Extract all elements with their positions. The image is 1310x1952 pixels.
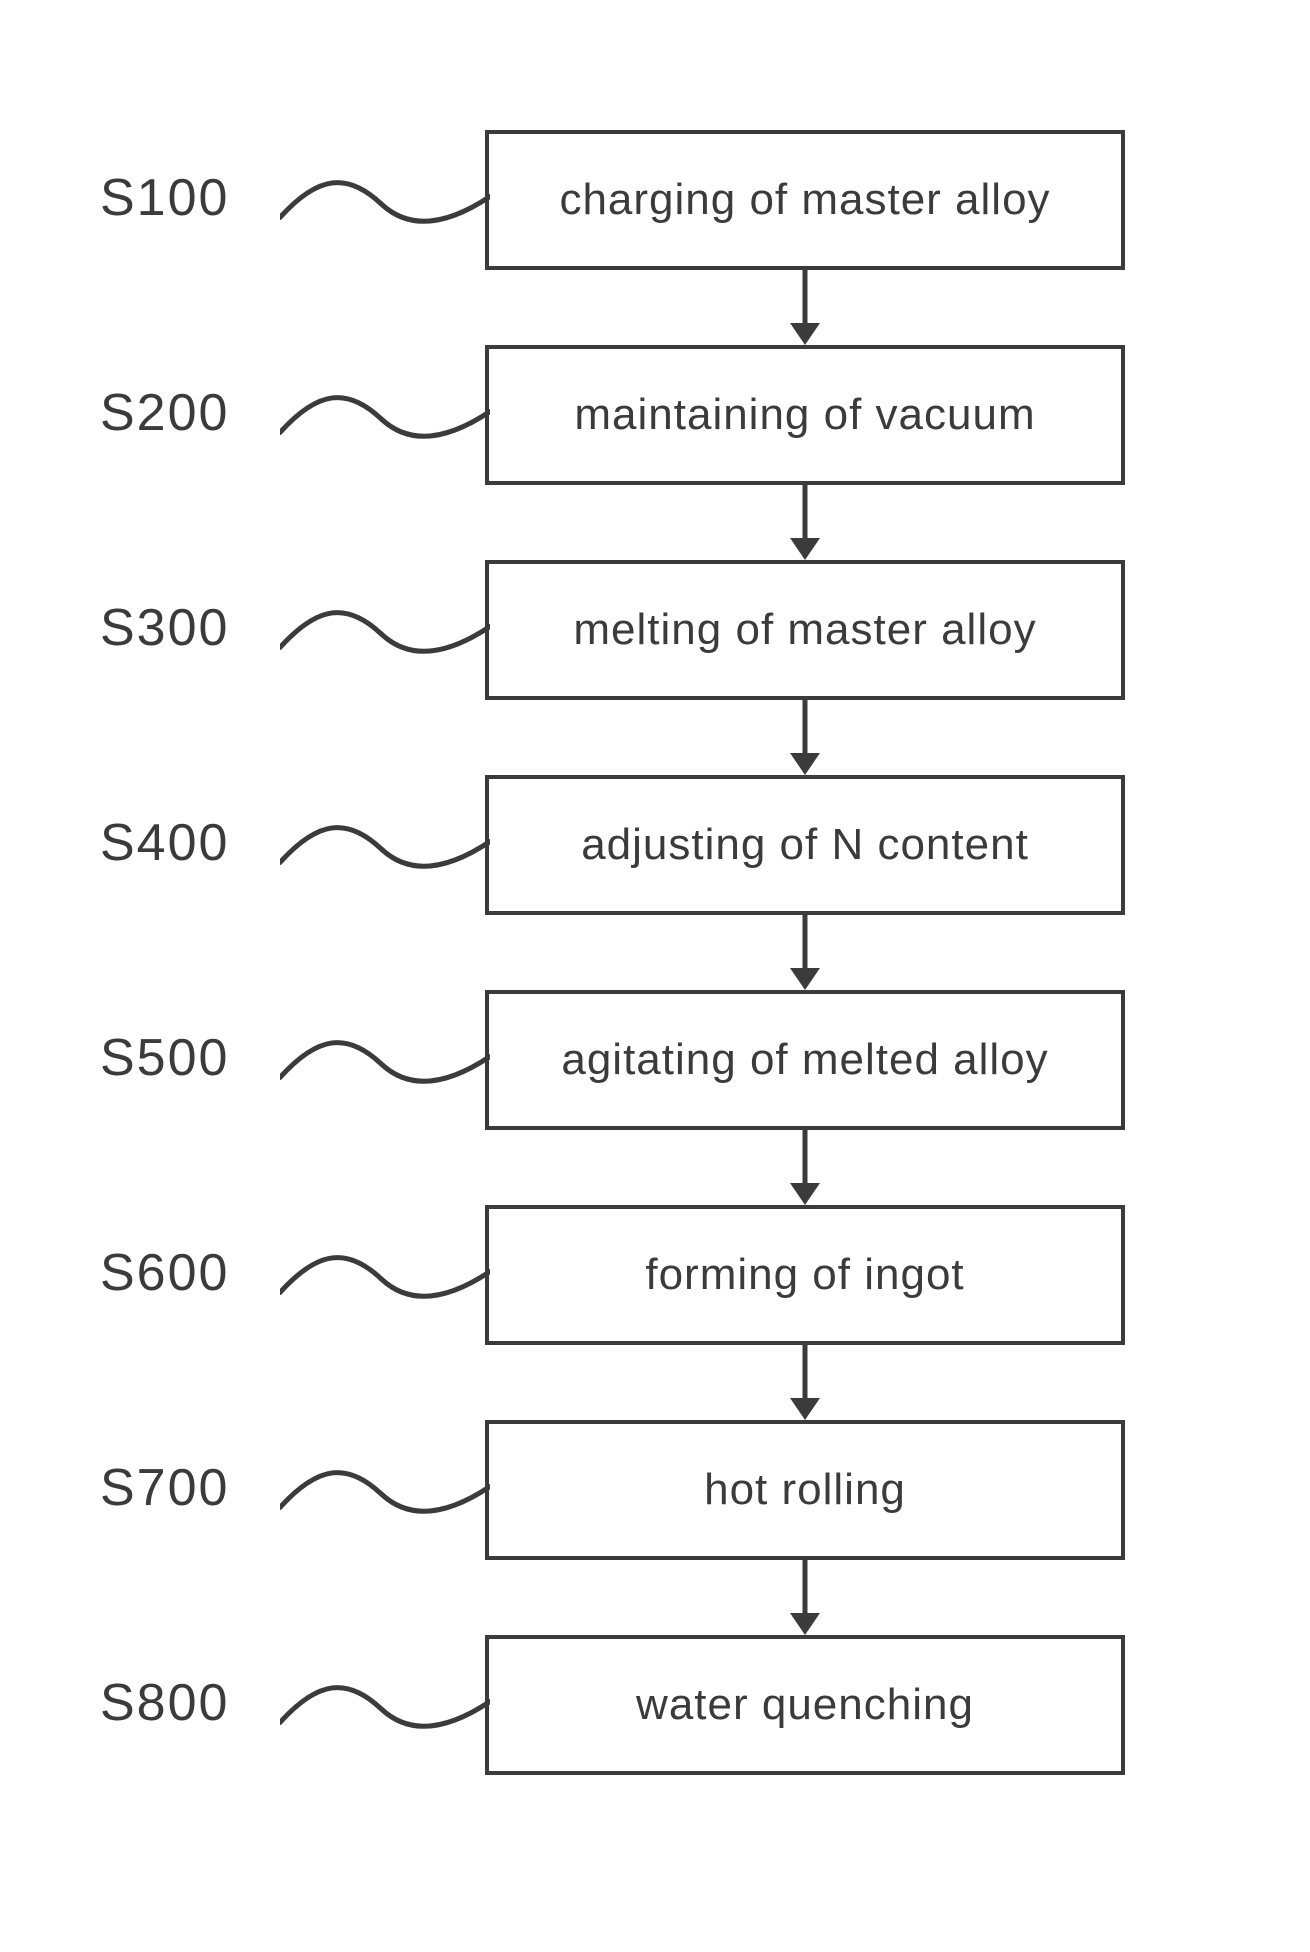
step-label: S300 <box>100 598 229 658</box>
step-label-text: S300 <box>100 599 229 657</box>
flow-arrow <box>780 915 830 990</box>
flow-arrow <box>780 485 830 560</box>
step-label: S100 <box>100 168 229 228</box>
step-box-text: charging of master alloy <box>559 175 1050 225</box>
step-box: melting of master alloy <box>485 560 1125 700</box>
label-connector <box>280 1240 490 1310</box>
step-box-text: hot rolling <box>704 1465 906 1515</box>
step-box: hot rolling <box>485 1420 1125 1560</box>
step-box: agitating of melted alloy <box>485 990 1125 1130</box>
step-label: S500 <box>100 1028 229 1088</box>
flow-arrow <box>780 270 830 345</box>
flow-arrow <box>780 1560 830 1635</box>
step-label: S800 <box>100 1673 229 1733</box>
step-box-text: melting of master alloy <box>573 605 1036 655</box>
step-label: S400 <box>100 813 229 873</box>
step-box-text: maintaining of vacuum <box>574 390 1035 440</box>
step-box: adjusting of N content <box>485 775 1125 915</box>
step-box: forming of ingot <box>485 1205 1125 1345</box>
step-label-text: S600 <box>100 1244 229 1302</box>
step-label-text: S700 <box>100 1459 229 1517</box>
label-connector <box>280 595 490 665</box>
label-connector <box>280 380 490 450</box>
step-label: S600 <box>100 1243 229 1303</box>
label-connector <box>280 1455 490 1525</box>
step-box: water quenching <box>485 1635 1125 1775</box>
label-connector <box>280 1670 490 1740</box>
label-connector <box>280 1025 490 1095</box>
step-box-text: water quenching <box>636 1680 974 1730</box>
label-connector <box>280 165 490 235</box>
step-box: maintaining of vacuum <box>485 345 1125 485</box>
step-box-text: forming of ingot <box>645 1250 964 1300</box>
step-label: S700 <box>100 1458 229 1518</box>
step-box-text: agitating of melted alloy <box>561 1035 1048 1085</box>
step-label-text: S200 <box>100 384 229 442</box>
step-label-text: S100 <box>100 169 229 227</box>
step-label: S200 <box>100 383 229 443</box>
flow-arrow <box>780 1345 830 1420</box>
step-box: charging of master alloy <box>485 130 1125 270</box>
flow-arrow <box>780 1130 830 1205</box>
step-label-text: S800 <box>100 1674 229 1732</box>
label-connector <box>280 810 490 880</box>
flowchart-canvas: charging of master alloy S100 maintaining … <box>0 0 1310 1952</box>
step-box-text: adjusting of N content <box>581 820 1029 870</box>
step-label-text: S400 <box>100 814 229 872</box>
step-label-text: S500 <box>100 1029 229 1087</box>
flow-arrow <box>780 700 830 775</box>
